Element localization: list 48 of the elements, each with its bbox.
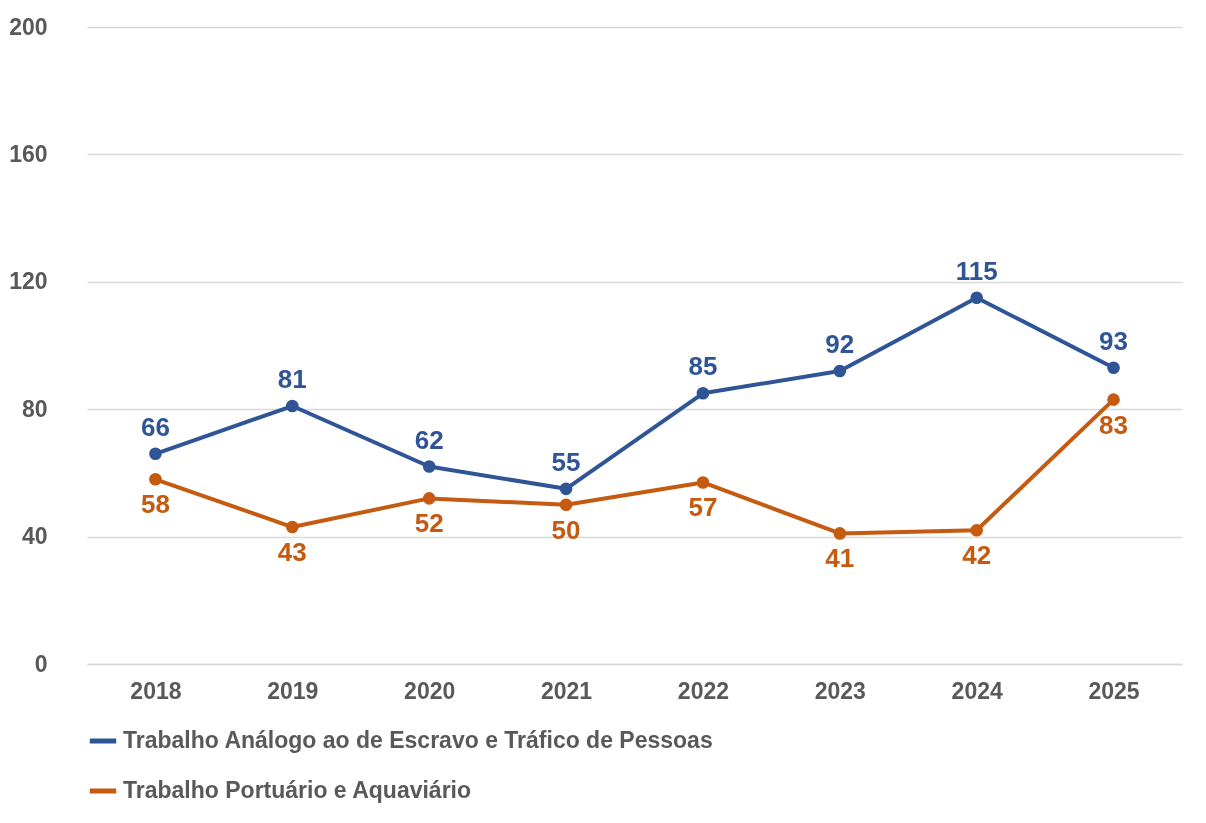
point	[149, 447, 162, 461]
data-label: 92	[825, 328, 855, 359]
data-label: 55	[551, 446, 581, 477]
data-label: 115	[955, 255, 998, 286]
y-tick-label: 0	[34, 650, 48, 677]
x-tick-label: 2023	[814, 677, 866, 704]
x-tick-label: 2022	[677, 677, 730, 704]
data-label: 42	[962, 540, 992, 571]
point	[285, 399, 299, 413]
y-tick-label: 40	[21, 523, 48, 550]
data-label: 50	[551, 514, 581, 545]
x-tick-label: 2021	[540, 677, 593, 704]
x-tick-label: 2020	[404, 677, 456, 704]
point	[970, 291, 984, 305]
point	[149, 472, 162, 486]
x-tick-label: 2024	[951, 677, 1003, 704]
point	[422, 492, 436, 505]
point	[696, 386, 710, 400]
data-label: 81	[277, 364, 307, 395]
point	[833, 364, 847, 378]
point	[559, 482, 573, 496]
data-label: 93	[1099, 325, 1129, 356]
y-tick-label: 160	[9, 140, 48, 167]
legend-label: Trabalho Portuário e Aquaviário	[123, 777, 472, 803]
point	[422, 460, 436, 473]
y-tick-label: 200	[9, 13, 48, 40]
data-label: 62	[414, 424, 444, 455]
data-label: 83	[1099, 409, 1129, 440]
data-label: 43	[277, 537, 307, 568]
point	[833, 527, 847, 540]
point	[696, 476, 710, 489]
point	[285, 520, 299, 534]
x-tick-label: 2025	[1088, 677, 1140, 704]
point	[1107, 393, 1120, 406]
legend-label: Trabalho Análogo ao de Escravo e Tráfico de Pessoas	[123, 727, 713, 753]
data-label: 41	[825, 543, 855, 574]
data-label: 85	[688, 351, 718, 382]
point	[970, 523, 984, 537]
data-label: 58	[140, 489, 170, 520]
x-tick-label: 2018	[130, 677, 182, 704]
y-tick-label: 80	[21, 395, 48, 422]
data-label: 57	[688, 492, 718, 523]
point	[559, 498, 573, 512]
point	[1107, 361, 1120, 375]
x-tick-label: 2019	[267, 677, 319, 704]
data-label: 52	[414, 508, 444, 539]
data-label: 66	[140, 411, 170, 442]
y-tick-label: 120	[9, 268, 48, 295]
